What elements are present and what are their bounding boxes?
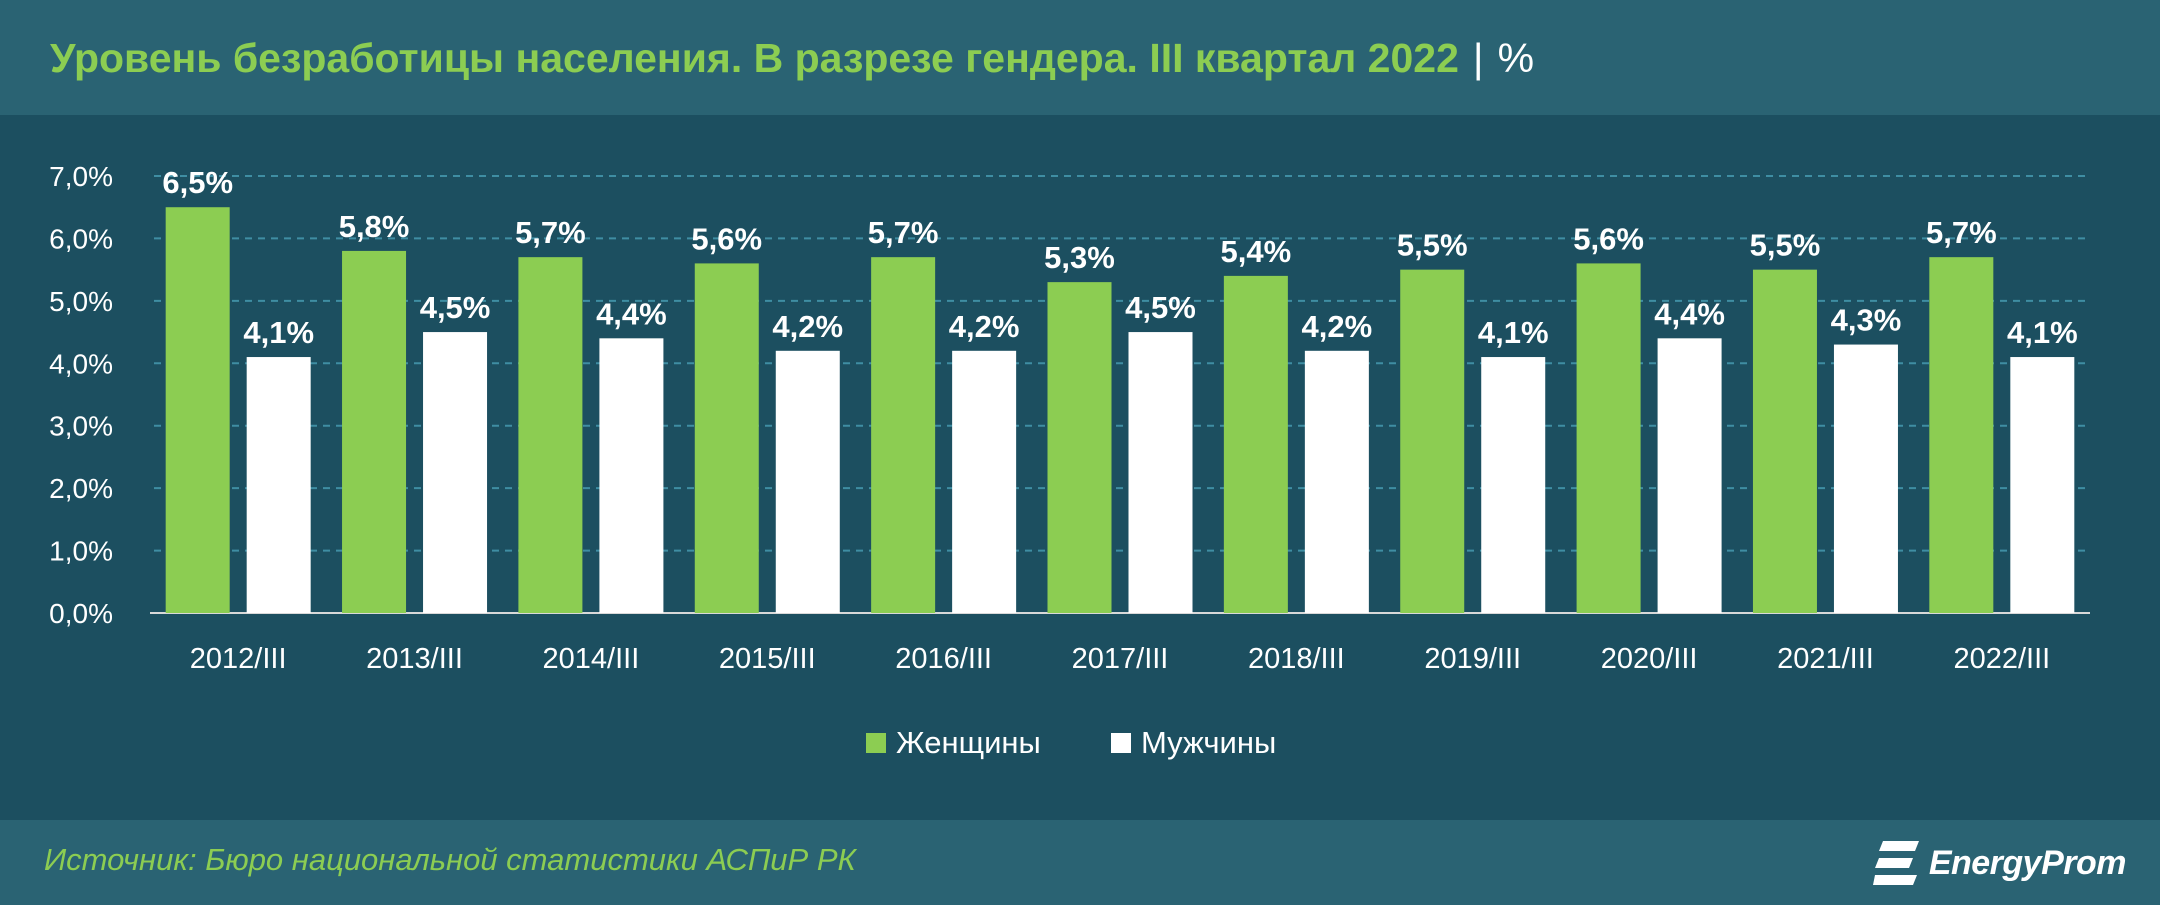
x-tick-label: 2014/III xyxy=(543,643,640,675)
data-label-men: 4,3% xyxy=(1831,303,1902,338)
legend-label-men: Мужчины xyxy=(1141,725,1276,760)
bar-men xyxy=(775,350,840,613)
x-tick-label: 2012/III xyxy=(190,643,287,675)
bar-women xyxy=(342,250,407,613)
x-tick-label: 2017/III xyxy=(1072,643,1169,675)
bar-chart: 0,0% 1,0% 2,0% 3,0% 4,0% 5,0% 6,0% 7,0% 6,5% 4,1%… xyxy=(49,161,2090,760)
logo-text: EnergyProm xyxy=(1928,843,2127,882)
x-tick-label: 2018/III xyxy=(1248,643,1345,675)
bar-men xyxy=(1833,344,1898,613)
footer-bar: Источник: Бюро национальной статистики А… xyxy=(0,820,2160,905)
x-tick-label: 2015/III xyxy=(719,643,816,675)
data-label-men: 4,2% xyxy=(1302,309,1373,344)
bar-men xyxy=(599,338,664,613)
x-tick-label: 2016/III xyxy=(895,643,992,675)
chart-title-text: Уровень безработицы населения. В разрезе… xyxy=(50,35,1459,81)
legend-label-women: Женщины xyxy=(896,725,1041,760)
data-label-women: 5,5% xyxy=(1397,228,1468,263)
bar-women xyxy=(165,207,230,613)
energyprom-logo-icon xyxy=(1872,841,1919,885)
x-tick-label: 2020/III xyxy=(1601,643,1698,675)
bar-women xyxy=(1047,282,1112,613)
data-label-men: 4,1% xyxy=(1478,315,1549,350)
header-bar: Уровень безработицы населения. В разрезе… xyxy=(0,0,2160,115)
y-tick-label: 1,0% xyxy=(49,536,113,567)
y-tick-label: 0,0% xyxy=(49,598,113,629)
legend-swatch-men xyxy=(1111,733,1131,753)
data-label-women: 5,6% xyxy=(1573,221,1644,256)
bar-men xyxy=(1304,350,1369,613)
bar-women xyxy=(518,257,583,613)
bar-men xyxy=(1481,357,1546,613)
data-label-men: 4,2% xyxy=(772,309,843,344)
y-tick-label: 7,0% xyxy=(49,161,113,192)
data-label-men: 4,1% xyxy=(2007,315,2078,350)
energyprom-logo: EnergyProm xyxy=(1872,834,2127,892)
bar-women xyxy=(1223,275,1288,613)
bar-women xyxy=(871,257,936,613)
x-tick-label: 2022/III xyxy=(1953,643,2050,675)
bar-men xyxy=(1128,332,1193,613)
bar-men xyxy=(952,350,1017,613)
bar-women xyxy=(1576,263,1641,613)
title-separator: | xyxy=(1472,35,1484,81)
data-label-women: 5,7% xyxy=(1926,215,1997,250)
legend-swatch-women xyxy=(866,733,886,753)
data-label-men: 4,5% xyxy=(420,290,491,325)
source-note: Источник: Бюро национальной статистики А… xyxy=(44,842,856,877)
bar-women xyxy=(1929,257,1994,613)
data-label-women: 5,8% xyxy=(339,209,410,244)
data-label-women: 6,5% xyxy=(162,165,233,200)
bar-women xyxy=(1752,269,1817,613)
bar-women xyxy=(1400,269,1465,613)
data-label-women: 5,7% xyxy=(868,215,939,250)
chart-title: Уровень безработицы населения. В разрезе… xyxy=(50,30,1534,86)
data-label-men: 4,2% xyxy=(949,309,1020,344)
y-tick-label: 6,0% xyxy=(49,223,113,254)
y-tick-label: 5,0% xyxy=(49,286,113,317)
data-label-women: 5,6% xyxy=(691,221,762,256)
data-label-men: 4,1% xyxy=(243,315,314,350)
data-label-men: 4,4% xyxy=(596,296,667,331)
x-tick-label: 2013/III xyxy=(366,643,463,675)
y-tick-label: 3,0% xyxy=(49,411,113,442)
data-label-women: 5,5% xyxy=(1750,228,1821,263)
data-label-men: 4,5% xyxy=(1125,290,1196,325)
data-label-women: 5,3% xyxy=(1044,240,1115,275)
bar-men xyxy=(2010,357,2075,613)
x-tick-label: 2019/III xyxy=(1424,643,1521,675)
y-tick-label: 2,0% xyxy=(49,473,113,504)
y-tick-label: 4,0% xyxy=(49,348,113,379)
data-label-men: 4,4% xyxy=(1654,296,1725,331)
bar-men xyxy=(423,332,488,613)
chart-area: 0,0% 1,0% 2,0% 3,0% 4,0% 5,0% 6,0% 7,0% 6,5% 4,1%… xyxy=(0,115,2160,820)
x-tick-label: 2021/III xyxy=(1777,643,1874,675)
bar-men xyxy=(1657,338,1722,613)
title-unit: % xyxy=(1497,35,1535,81)
bar-men xyxy=(246,357,311,613)
bar-women xyxy=(694,263,759,613)
data-label-women: 5,7% xyxy=(515,215,586,250)
data-label-women: 5,4% xyxy=(1221,234,1292,269)
